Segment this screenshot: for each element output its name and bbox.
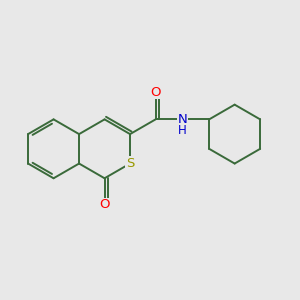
Text: O: O: [150, 86, 161, 99]
Text: S: S: [126, 157, 134, 170]
Text: O: O: [99, 198, 110, 211]
Text: H: H: [178, 124, 187, 137]
Text: N: N: [178, 113, 188, 126]
